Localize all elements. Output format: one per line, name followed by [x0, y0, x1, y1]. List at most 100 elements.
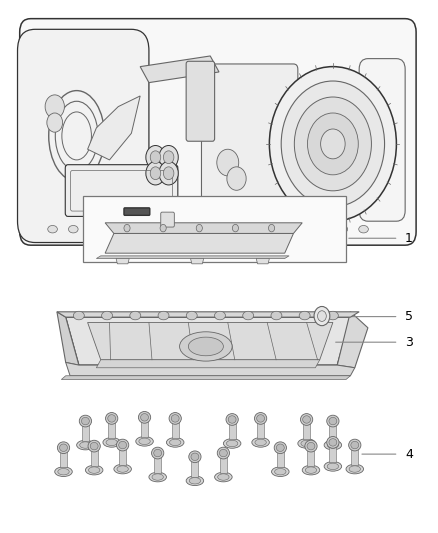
Ellipse shape — [327, 311, 338, 320]
Polygon shape — [105, 233, 293, 253]
Text: 5: 5 — [405, 310, 413, 323]
Ellipse shape — [327, 442, 339, 448]
Bar — [303, 423, 310, 439]
Ellipse shape — [89, 225, 99, 233]
Circle shape — [124, 224, 130, 232]
Ellipse shape — [186, 311, 197, 320]
Ellipse shape — [171, 415, 179, 422]
Ellipse shape — [114, 464, 131, 474]
Ellipse shape — [327, 463, 339, 470]
Ellipse shape — [193, 225, 202, 233]
Circle shape — [318, 311, 326, 321]
Bar — [172, 422, 179, 438]
Ellipse shape — [359, 225, 368, 233]
FancyBboxPatch shape — [161, 212, 174, 227]
Ellipse shape — [58, 469, 69, 475]
Ellipse shape — [255, 225, 265, 233]
Ellipse shape — [219, 449, 227, 457]
Ellipse shape — [55, 467, 72, 477]
FancyBboxPatch shape — [20, 19, 416, 245]
Ellipse shape — [117, 439, 129, 451]
Polygon shape — [191, 259, 204, 264]
Circle shape — [150, 167, 161, 180]
Circle shape — [150, 151, 161, 164]
Ellipse shape — [57, 442, 70, 454]
Ellipse shape — [217, 447, 230, 459]
Ellipse shape — [136, 437, 153, 446]
Polygon shape — [66, 362, 355, 376]
Ellipse shape — [329, 439, 337, 446]
FancyBboxPatch shape — [201, 64, 298, 203]
Ellipse shape — [149, 472, 166, 482]
Text: 2: 2 — [283, 210, 290, 223]
Circle shape — [268, 224, 275, 232]
Ellipse shape — [191, 453, 199, 461]
Ellipse shape — [158, 311, 169, 320]
Bar — [119, 449, 126, 465]
Ellipse shape — [103, 438, 120, 447]
Circle shape — [227, 167, 246, 190]
Ellipse shape — [300, 414, 313, 425]
Circle shape — [160, 224, 166, 232]
Ellipse shape — [257, 415, 265, 422]
Polygon shape — [105, 223, 302, 233]
Ellipse shape — [349, 466, 360, 472]
Polygon shape — [61, 376, 350, 379]
Ellipse shape — [252, 438, 269, 447]
Ellipse shape — [170, 439, 181, 446]
Ellipse shape — [77, 440, 94, 450]
Circle shape — [307, 113, 358, 175]
Ellipse shape — [48, 225, 57, 233]
Ellipse shape — [349, 439, 361, 451]
Circle shape — [146, 161, 165, 185]
Polygon shape — [88, 322, 333, 360]
Ellipse shape — [68, 225, 78, 233]
Bar — [154, 457, 161, 473]
Bar — [229, 423, 236, 439]
Text: 4: 4 — [405, 448, 413, 461]
Ellipse shape — [275, 469, 286, 475]
Ellipse shape — [276, 444, 284, 451]
Ellipse shape — [215, 311, 226, 320]
Polygon shape — [66, 317, 350, 365]
Bar — [60, 451, 67, 467]
Polygon shape — [96, 360, 320, 368]
Bar — [277, 451, 284, 467]
Circle shape — [146, 146, 165, 169]
Ellipse shape — [243, 311, 254, 320]
Ellipse shape — [234, 225, 244, 233]
Circle shape — [45, 95, 64, 118]
Ellipse shape — [226, 440, 238, 447]
Ellipse shape — [223, 439, 241, 448]
FancyBboxPatch shape — [124, 208, 150, 215]
Polygon shape — [57, 312, 359, 317]
Ellipse shape — [297, 225, 306, 233]
Ellipse shape — [317, 225, 327, 233]
Ellipse shape — [172, 225, 182, 233]
Ellipse shape — [88, 467, 100, 473]
Ellipse shape — [117, 466, 128, 472]
Ellipse shape — [186, 476, 204, 486]
FancyBboxPatch shape — [18, 29, 149, 243]
Ellipse shape — [338, 225, 348, 233]
Ellipse shape — [130, 311, 141, 320]
Polygon shape — [88, 96, 140, 160]
Circle shape — [294, 97, 371, 191]
Ellipse shape — [274, 442, 286, 454]
Ellipse shape — [110, 225, 120, 233]
Ellipse shape — [180, 332, 232, 361]
Text: 3: 3 — [405, 336, 413, 349]
Ellipse shape — [272, 467, 289, 477]
Ellipse shape — [85, 465, 103, 475]
Bar — [329, 425, 336, 441]
Polygon shape — [96, 256, 289, 259]
Circle shape — [159, 146, 178, 169]
Circle shape — [269, 67, 396, 221]
Ellipse shape — [327, 437, 339, 448]
Ellipse shape — [141, 414, 148, 421]
Ellipse shape — [108, 415, 116, 422]
Ellipse shape — [303, 416, 311, 423]
Ellipse shape — [188, 337, 223, 356]
Ellipse shape — [307, 442, 315, 450]
Bar — [91, 450, 98, 466]
